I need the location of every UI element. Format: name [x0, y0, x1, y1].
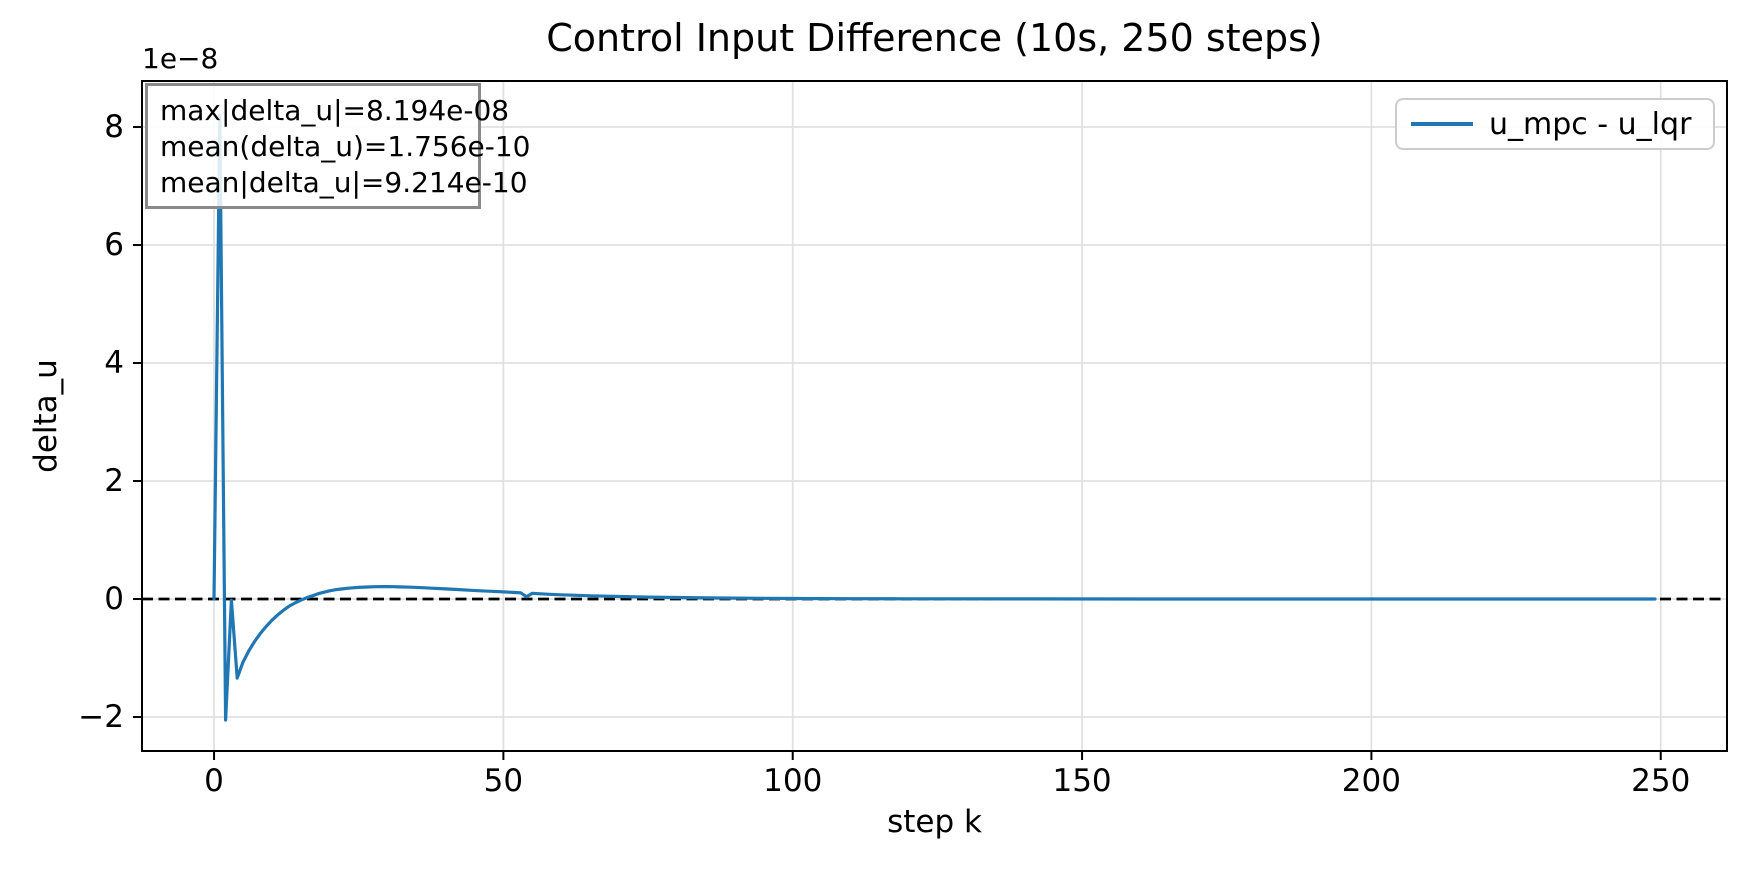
y-tick-label: 8: [104, 109, 124, 146]
stat-max-delta-u: max|delta_u|=8.194e-08: [160, 94, 510, 127]
stat-mean-abs-delta-u: mean|delta_u|=9.214e-10: [160, 166, 528, 199]
x-tick-label: 150: [1052, 763, 1112, 799]
y-tick-label: 2: [104, 463, 124, 500]
stats-annotation-box: max|delta_u|=8.194e-08 mean(delta_u)=1.7…: [145, 83, 531, 209]
y-tick-label: 6: [104, 227, 124, 264]
chart-title: Control Input Difference (10s, 250 steps…: [546, 16, 1323, 60]
x-tick-label: 0: [204, 763, 224, 799]
legend-line-swatch: [1411, 122, 1473, 126]
y-tick-label: 0: [104, 581, 124, 618]
series-line: [212, 113, 1657, 722]
y-axis-offset-label: 1e−8: [142, 42, 219, 75]
legend-label: u_mpc - u_lqr: [1489, 106, 1692, 142]
x-tick-label: 250: [1631, 763, 1691, 799]
stat-mean-delta-u: mean(delta_u)=1.756e-10: [160, 130, 531, 163]
x-tick-label: 100: [763, 763, 823, 799]
x-axis-label: step k: [887, 804, 982, 840]
x-tick-label: 200: [1341, 763, 1401, 799]
y-tick-label: 4: [104, 345, 124, 382]
legend: u_mpc - u_lqr: [1395, 98, 1715, 150]
axes-spines: [141, 80, 1728, 752]
x-tick-label: 50: [483, 763, 524, 799]
y-tick-label: −2: [78, 699, 124, 736]
